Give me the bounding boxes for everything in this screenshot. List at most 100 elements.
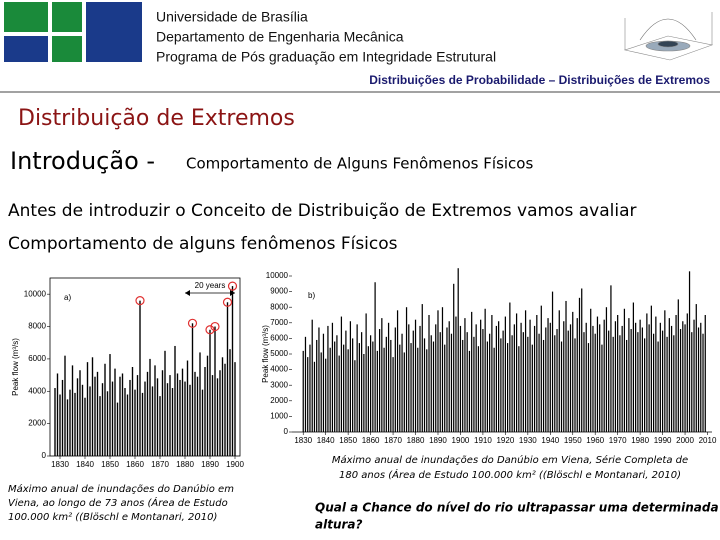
bar (421, 304, 423, 432)
question: Qual a Chance do nível do rio ultrapassa… (315, 501, 719, 515)
bar (693, 319, 695, 432)
y-tick-label: 8000 (28, 322, 46, 331)
bar (109, 354, 111, 456)
bar (334, 341, 336, 432)
bar (428, 315, 430, 432)
bar (583, 332, 585, 432)
bar (311, 319, 313, 432)
bar (511, 335, 513, 432)
bar (704, 315, 706, 432)
bar (129, 379, 131, 456)
bar (641, 327, 643, 432)
bar (668, 318, 670, 432)
arrow-head (185, 290, 235, 296)
x-tick-label: 2000 (676, 436, 694, 445)
bar (650, 305, 652, 432)
bar (331, 322, 334, 432)
x-tick-label: 2010 (699, 436, 717, 445)
bar (563, 321, 565, 432)
x-tick-label: 1900 (226, 460, 244, 469)
bar (64, 355, 66, 456)
bar (349, 321, 352, 432)
bar (462, 339, 464, 432)
bar (673, 335, 675, 432)
bar (574, 338, 576, 432)
x-tick-label: 1870 (151, 460, 169, 469)
bar (336, 335, 338, 432)
section-subheading: Comportamento de Alguns Fenômenos Físico… (186, 155, 533, 173)
bar (444, 344, 446, 432)
bar (538, 333, 540, 432)
bar (345, 330, 347, 432)
bar (309, 344, 311, 432)
bar (74, 392, 76, 456)
x-tick-label: 1840 (76, 460, 94, 469)
bar (619, 335, 621, 432)
bar (446, 327, 448, 432)
panel-label: a) (64, 293, 71, 302)
bar (527, 336, 529, 432)
bar (419, 325, 421, 432)
x-tick-label: 1850 (339, 436, 357, 445)
decor-plot (623, 12, 714, 61)
bar (594, 333, 596, 432)
bar (423, 338, 426, 432)
bar (587, 343, 590, 432)
bar (169, 375, 171, 456)
x-tick-label: 1860 (126, 460, 144, 469)
bar (383, 347, 385, 432)
bar (608, 330, 610, 432)
x-tick-label: 1890 (201, 460, 219, 469)
bar (84, 397, 86, 456)
bar (623, 308, 626, 432)
bar (682, 321, 684, 432)
bar (702, 333, 704, 432)
bar (186, 360, 189, 456)
x-tick-label: 1870 (384, 436, 402, 445)
body-text: Comportamento de alguns fenômenos Físico… (8, 234, 398, 254)
bar (191, 323, 194, 456)
bar (219, 370, 221, 456)
bar (206, 355, 209, 456)
bar (556, 329, 558, 432)
bar (189, 384, 191, 456)
bar (408, 324, 410, 432)
caption: 100.000 km² ((Blöschl e Montanari, 2010) (8, 512, 217, 523)
bar (437, 310, 439, 432)
bar (365, 313, 367, 432)
bar (376, 350, 378, 432)
highlight-marker (135, 296, 145, 306)
bar (405, 307, 408, 432)
bar (164, 350, 166, 456)
bar (666, 336, 668, 432)
bar (610, 285, 612, 432)
bar (540, 305, 542, 432)
bar (657, 341, 659, 432)
bar (551, 291, 554, 432)
bar (356, 324, 358, 432)
bar (372, 341, 374, 432)
bar (661, 330, 664, 432)
bar (194, 371, 196, 456)
bar (358, 343, 360, 432)
bar (325, 358, 327, 432)
bar (549, 322, 551, 432)
bar (136, 375, 139, 456)
bar (453, 283, 455, 432)
bar (399, 344, 401, 432)
header-subtitle: Distribuições de Probabilidade – Distrib… (369, 73, 710, 87)
bar (459, 325, 462, 432)
bar (473, 336, 475, 432)
bar (439, 332, 441, 432)
bar (536, 315, 538, 432)
bar (695, 304, 697, 432)
bar (529, 319, 531, 432)
bar (475, 324, 477, 432)
bar (79, 370, 81, 456)
bar (592, 325, 594, 432)
bar (417, 347, 419, 432)
bar (500, 338, 502, 432)
bar (174, 345, 176, 456)
bar (59, 394, 61, 456)
